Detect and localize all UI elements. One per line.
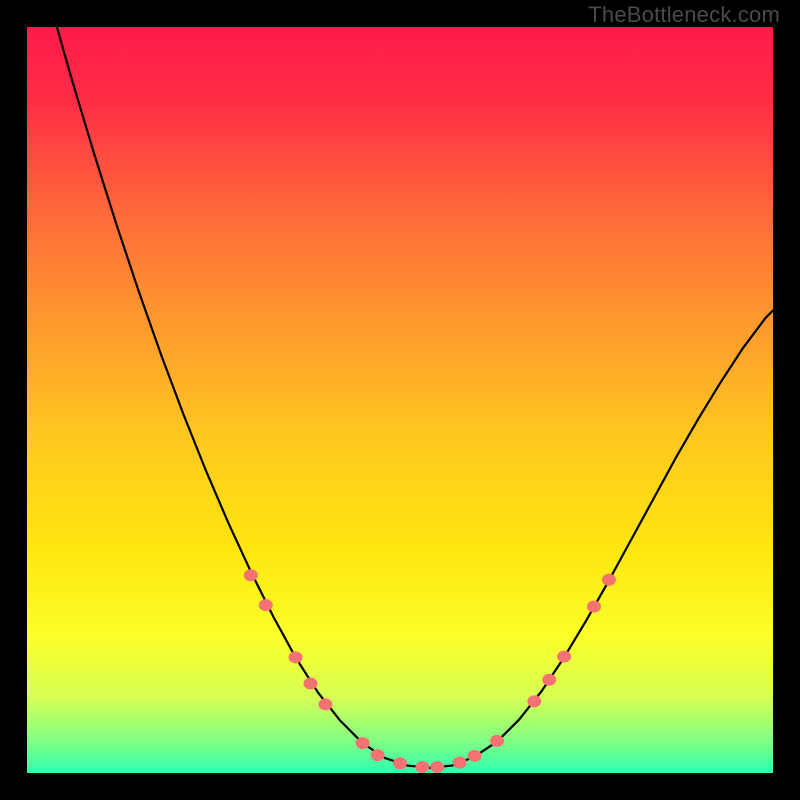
data-marker [543,674,556,685]
data-marker [244,570,257,581]
data-marker [319,699,332,710]
bottleneck-curve [57,27,773,768]
data-marker [259,600,272,611]
chart-frame: TheBottleneck.com [0,0,800,800]
data-marker [394,758,407,769]
watermark-text: TheBottleneck.com [588,2,780,28]
data-marker [304,678,317,689]
data-marker [468,750,481,761]
curve-layer [27,27,773,773]
data-marker [416,762,429,773]
data-marker [431,762,444,773]
data-marker [356,738,369,749]
data-marker [490,735,503,746]
data-marker [371,750,384,761]
data-marker [587,601,600,612]
data-marker [558,651,571,662]
data-marker [528,696,541,707]
plot-area [27,27,773,773]
data-marker [453,757,466,768]
data-marker [602,574,615,585]
data-marker [289,652,302,663]
